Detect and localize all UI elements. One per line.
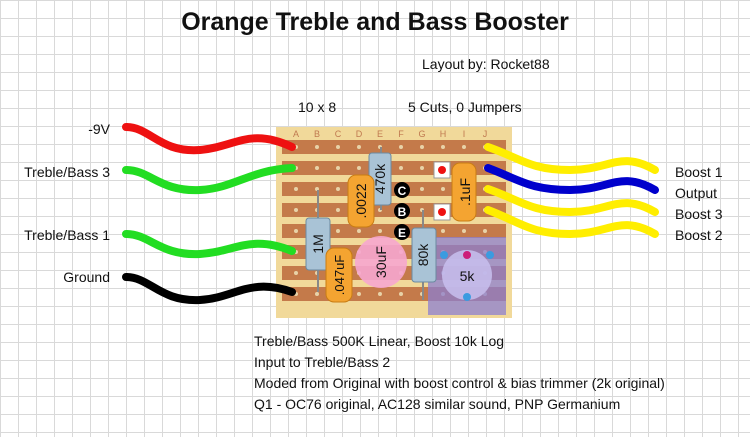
trimmer-pin xyxy=(440,251,448,259)
wire-blue-output xyxy=(484,164,659,195)
pad-dot xyxy=(438,166,446,174)
column-letter: E xyxy=(377,129,383,139)
strip-hole xyxy=(336,208,340,212)
column-letter: D xyxy=(356,129,363,139)
note-transistor: Q1 - OC76 original, AC128 similar sound,… xyxy=(254,396,621,412)
label-boost-3: Boost 3 xyxy=(675,206,723,222)
column-letter: I xyxy=(463,129,466,139)
strip-hole xyxy=(294,208,298,212)
capacitor-30uf xyxy=(355,236,407,288)
column-letter: H xyxy=(440,129,447,139)
strip-hole xyxy=(315,145,319,149)
strip-hole xyxy=(420,187,424,191)
strip-hole xyxy=(357,145,361,149)
pin-label-e: E xyxy=(398,226,406,240)
label-0022: .0022 xyxy=(353,183,369,218)
label-ground: Ground xyxy=(63,269,110,285)
column-letter: F xyxy=(398,129,404,139)
strip-hole xyxy=(420,145,424,149)
strip-hole xyxy=(399,166,403,170)
strip-hole xyxy=(399,145,403,149)
strip-hole xyxy=(357,166,361,170)
column-letter: B xyxy=(314,129,320,139)
strip-hole xyxy=(357,229,361,233)
pin-label-c: C xyxy=(398,184,407,198)
trimmer-label: 5k xyxy=(460,268,476,284)
resistor-80k xyxy=(411,227,437,283)
layout-credit: Layout by: Rocket88 xyxy=(422,56,550,72)
label-boost-2: Boost 2 xyxy=(675,227,723,243)
copper-strip xyxy=(282,182,506,196)
strip-hole xyxy=(441,229,445,233)
strip-hole xyxy=(483,229,487,233)
label-047uf: .047uF xyxy=(332,255,347,296)
trimmer-pin xyxy=(486,251,494,259)
strip-hole xyxy=(399,292,403,296)
wire-black-ground xyxy=(122,273,296,305)
label-boost-1: Boost 1 xyxy=(675,164,723,180)
transistor-emitter xyxy=(394,224,410,240)
trimmer-knob xyxy=(442,250,492,300)
label-output: Output xyxy=(675,185,718,201)
note-input: Input to Treble/Bass 2 xyxy=(254,354,391,370)
strip-hole xyxy=(315,292,319,296)
strip-hole xyxy=(420,166,424,170)
label-470k: 470k xyxy=(372,163,388,194)
resistor-1m xyxy=(305,217,331,271)
column-letter: J xyxy=(483,129,488,139)
transistor-collector xyxy=(394,182,410,198)
strip-hole xyxy=(294,229,298,233)
wire-green-treble-bass-3 xyxy=(122,164,296,195)
transistor-base xyxy=(394,203,410,219)
copper-strip xyxy=(282,140,506,154)
column-letter: C xyxy=(335,129,342,139)
strip-hole xyxy=(462,229,466,233)
label-30uf: 30uF xyxy=(373,246,389,278)
label-treble-bass-3: Treble/Bass 3 xyxy=(24,164,110,180)
wire-yellow-boost-1 xyxy=(484,143,659,175)
strip-hole xyxy=(336,229,340,233)
trimmer-pin xyxy=(463,251,471,259)
strip-hole xyxy=(336,187,340,191)
strip-hole xyxy=(336,166,340,170)
strip-hole xyxy=(378,229,382,233)
strip-hole xyxy=(294,271,298,275)
note-pots: Treble/Bass 500K Linear, Boost 10k Log xyxy=(254,333,505,349)
label-1m: 1M xyxy=(310,234,326,253)
column-letters: A B C D E F G H I J xyxy=(293,129,487,139)
diagram-title: Orange Treble and Bass Booster xyxy=(181,8,569,36)
strip-hole xyxy=(441,187,445,191)
capacitor-0022 xyxy=(347,174,375,228)
wire-yellow-boost-3 xyxy=(484,185,659,217)
strip-hole xyxy=(441,145,445,149)
strip-hole xyxy=(378,292,382,296)
copper-strip xyxy=(282,224,506,238)
strip-hole xyxy=(357,292,361,296)
strip-hole xyxy=(315,166,319,170)
label-1uf: .1uF xyxy=(457,178,473,206)
pad-dot xyxy=(438,208,446,216)
board-size: 10 x 8 xyxy=(298,99,337,115)
column-letter: G xyxy=(418,129,425,139)
wire-red-9v xyxy=(122,123,296,155)
pin-label-b: B xyxy=(398,205,407,219)
label-minus-9v: -9V xyxy=(88,121,110,137)
wire-green-treble-bass-1 xyxy=(122,230,296,259)
capacitor-1uf xyxy=(451,162,477,222)
wire-yellow-boost-2 xyxy=(484,206,659,239)
cuts-jumpers-count: 5 Cuts, 0 Jumpers xyxy=(408,99,522,115)
trimmer-pin xyxy=(463,293,471,301)
note-mod: Moded from Original with boost control &… xyxy=(254,375,665,391)
label-80k: 80k xyxy=(415,243,431,267)
strip-hole xyxy=(294,187,298,191)
capacitor-047uf xyxy=(325,247,353,303)
strip-hole xyxy=(336,145,340,149)
column-letter: A xyxy=(293,129,299,139)
label-treble-bass-1: Treble/Bass 1 xyxy=(24,227,110,243)
strip-hole xyxy=(462,145,466,149)
